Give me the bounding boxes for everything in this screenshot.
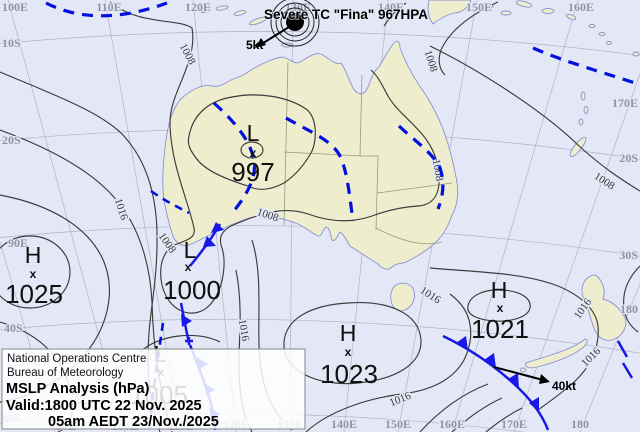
pressure-system-high: H x 1023 [320, 320, 378, 389]
front-speed-label: 40kt [552, 379, 576, 393]
svg-text:L: L [184, 237, 197, 263]
svg-text:H: H [340, 320, 357, 346]
lon-label: 100E [2, 0, 28, 14]
isobar-label: 1016 [236, 318, 252, 342]
pressure-system-high: H x 1021 [471, 277, 529, 344]
svg-text:L: L [247, 120, 260, 146]
cyclone-ring [275, 2, 315, 42]
svg-text:x: x [497, 301, 504, 315]
trough-line [150, 189, 190, 215]
landmass-new-guinea [427, 0, 472, 25]
lon-label: 160E [439, 417, 465, 431]
lon-label: 140E [331, 417, 357, 431]
pressure-system-high: H x 1025 [5, 242, 63, 309]
lon-label: 120E [185, 0, 211, 14]
tropical-cyclone: Severe TC "Fina" 967HPA 5kt 40kt [246, 0, 576, 393]
cyclone-name-label: Severe TC "Fina" 967HPA [264, 7, 428, 22]
info-box: National Operations Centre Bureau of Met… [1, 348, 306, 430]
trough-line [532, 46, 639, 86]
cyclone-ring [280, 7, 310, 37]
lon-label: 180 [620, 302, 638, 316]
lon-label: 150E [385, 417, 411, 431]
pressure-system-low: L x 1000 [163, 237, 221, 305]
tropical-cyclone-symbol [286, 13, 304, 31]
info-box-valid-local: 05am AEDT 23/Nov./2025 [48, 414, 219, 430]
lon-label: 160E [568, 0, 594, 14]
landmass-tasmania [390, 282, 415, 312]
landmass-nz-south-island [525, 338, 588, 369]
lat-label: 30S [619, 248, 638, 262]
state-borders [283, 61, 453, 245]
trough-line [285, 116, 355, 222]
lat-label: 10S [2, 36, 21, 50]
svg-text:H: H [25, 242, 42, 268]
svg-text:x: x [345, 345, 352, 359]
landmass-nz-north-island [581, 274, 627, 341]
lon-label: 170E [501, 417, 527, 431]
info-box-product-title: MSLP Analysis (hPa) [6, 381, 150, 397]
trough-line [397, 124, 445, 210]
info-box-valid-utc: Valid:1800 UTC 22 Nov. 2025 [6, 398, 202, 414]
info-box-org-line2: Bureau of Meteorology [7, 367, 124, 379]
cyclone-ring [270, 0, 320, 47]
svg-text:1021: 1021 [471, 314, 529, 344]
lon-label: 170E [612, 96, 638, 110]
front-segment [616, 340, 634, 379]
svg-text:x: x [185, 260, 192, 274]
trough-line [212, 101, 257, 214]
lon-label: 110E [96, 0, 121, 14]
pressure-system-low: L x 997 [231, 120, 274, 187]
svg-text:997: 997 [231, 157, 274, 187]
lat-label: 40S [4, 321, 23, 335]
lon-label: 180 [571, 417, 589, 431]
cyclone-speed-label: 5kt [246, 38, 263, 52]
svg-text:1000: 1000 [163, 275, 221, 305]
svg-text:x: x [30, 267, 37, 281]
lat-label: 20S [619, 151, 638, 165]
svg-text:x: x [250, 146, 257, 160]
small-islands [200, 0, 640, 373]
front-motion-arrow [493, 366, 544, 381]
svg-text:1023: 1023 [320, 359, 378, 389]
lon-label: 140E [378, 0, 404, 14]
lon-label: 150E [466, 0, 492, 14]
info-box-org-line1: National Operations Centre [7, 353, 146, 365]
svg-text:H: H [491, 277, 508, 303]
lat-label: 20S [2, 133, 21, 147]
lon-label: 90E [8, 236, 28, 250]
svg-text:1025: 1025 [5, 279, 63, 309]
cyclone-motion-arrow [259, 26, 290, 46]
